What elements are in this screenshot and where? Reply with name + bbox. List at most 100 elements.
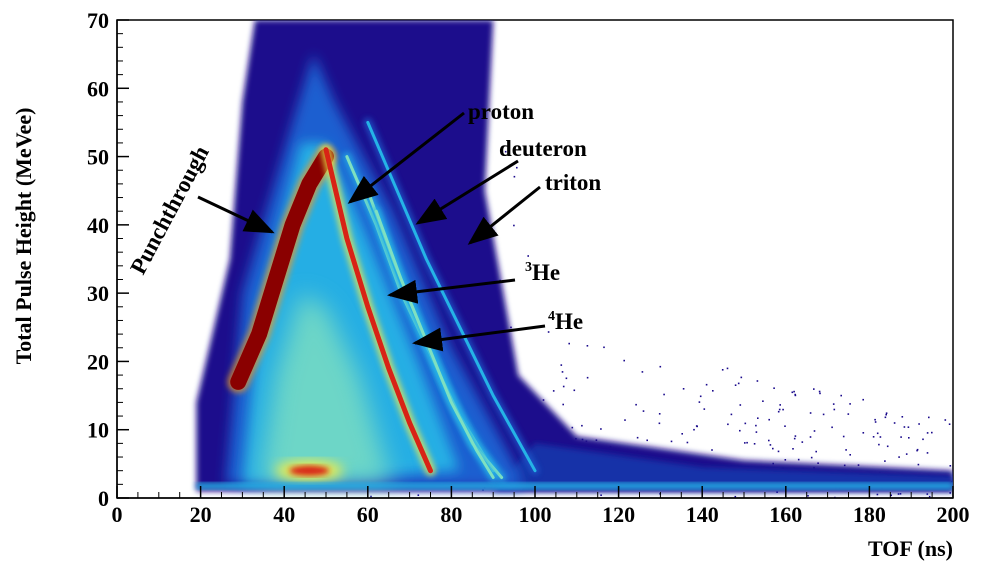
scatter-count [568,342,570,345]
scatter-count [772,447,774,450]
scatter-count [746,441,748,444]
scatter-count [561,371,564,373]
scatter-count [793,437,796,440]
scatter-count [893,422,896,424]
scatter-count [948,423,951,425]
scatter-count [879,436,882,438]
scatter-count [565,377,568,380]
scatter-count [571,426,574,429]
scatter-count [916,449,918,452]
scatter-count [822,413,825,416]
y-ticks: 0 10 20 30 40 50 60 70 [87,8,129,511]
x-tick-label: 80 [440,502,462,527]
scatter-count [768,418,770,421]
scatter-count [642,410,645,412]
low-energy-blob-core [289,465,330,476]
scatter-count [636,436,639,439]
scatter-count [928,495,931,498]
y-tick-label: 60 [87,76,109,101]
scatter-count [782,408,784,411]
scatter-count [698,401,701,403]
scatter-count [900,436,902,438]
scatter-count [744,442,746,444]
scatter-count [791,391,794,394]
scatter-count [874,421,877,423]
scatter-count [777,450,780,453]
x-tick-label: 180 [853,502,886,527]
x-tick-label: 200 [937,502,970,527]
scatter-count [885,412,888,414]
scatter-count [901,416,904,418]
scatter-count [898,456,900,458]
scatter-count [813,388,815,390]
annotation-proton: proton [468,99,534,124]
scatter-count [918,423,920,425]
x-axis-title: TOF (ns) [868,536,953,561]
scatter-count [907,426,910,428]
y-tick-label: 10 [87,418,109,443]
scatter-count [703,408,706,410]
annotation-he3: 3He [525,260,560,285]
scatter-count [815,450,817,453]
scatter-count [849,454,851,456]
scatter-count [547,331,550,333]
x-tick-label: 140 [686,502,719,527]
scatter-count [739,429,741,432]
baseline-band [196,482,953,489]
scatter-count [778,408,781,411]
scatter-count [931,431,933,434]
scatter-count [917,463,920,466]
scatter-count [603,346,605,349]
scatter-count [744,422,747,425]
scatter-count [884,416,887,419]
x-tick-label: 120 [602,502,635,527]
scatter-count [878,443,880,446]
scatter-count [730,413,733,416]
scatter-count [769,444,772,446]
scatter-count [755,424,757,427]
scatter-count [845,449,847,451]
annotation-arrows [197,111,546,352]
scatter-count [890,494,892,497]
annotation-deuteron: deuteron [499,136,587,161]
he4-arrow [412,324,546,352]
scatter-count [696,425,698,428]
scatter-count [504,150,507,153]
y-tick-label: 50 [87,145,109,170]
scatter-count [699,395,702,398]
scatter-count [693,428,695,431]
x-tick-label: 100 [519,502,552,527]
scatter-count [847,413,850,415]
scatter-count [849,403,851,405]
deuteron-arrow [415,159,519,225]
y-tick-label: 20 [87,349,109,374]
proton-arrow [347,111,465,204]
x-tick-label: 20 [190,502,212,527]
scatter-count [797,458,800,461]
scatter-count [949,492,951,494]
scatter-count [905,453,908,455]
scatter-count [874,418,876,421]
scatter-count [926,452,929,454]
scatter-count [813,430,816,432]
scatter-count [734,495,737,498]
scatter-count [740,376,743,379]
scatter-count [818,390,821,393]
scatter-count [726,367,729,370]
scatter-count [832,403,835,405]
scatter-count [686,441,689,444]
scatter-count [872,436,875,438]
scatter-count [928,416,930,419]
scatter-count [773,387,775,389]
scatter-count [659,365,662,368]
scatter-count [842,435,845,438]
he4-superscript: 4 [548,309,555,324]
heatmap-layers [196,20,953,498]
he3-arrow [387,278,516,304]
scatter-count [809,436,812,438]
scatter-count [586,345,589,347]
scatter-count [926,493,929,495]
scatter-count [794,435,797,437]
scatter-count [527,255,529,257]
